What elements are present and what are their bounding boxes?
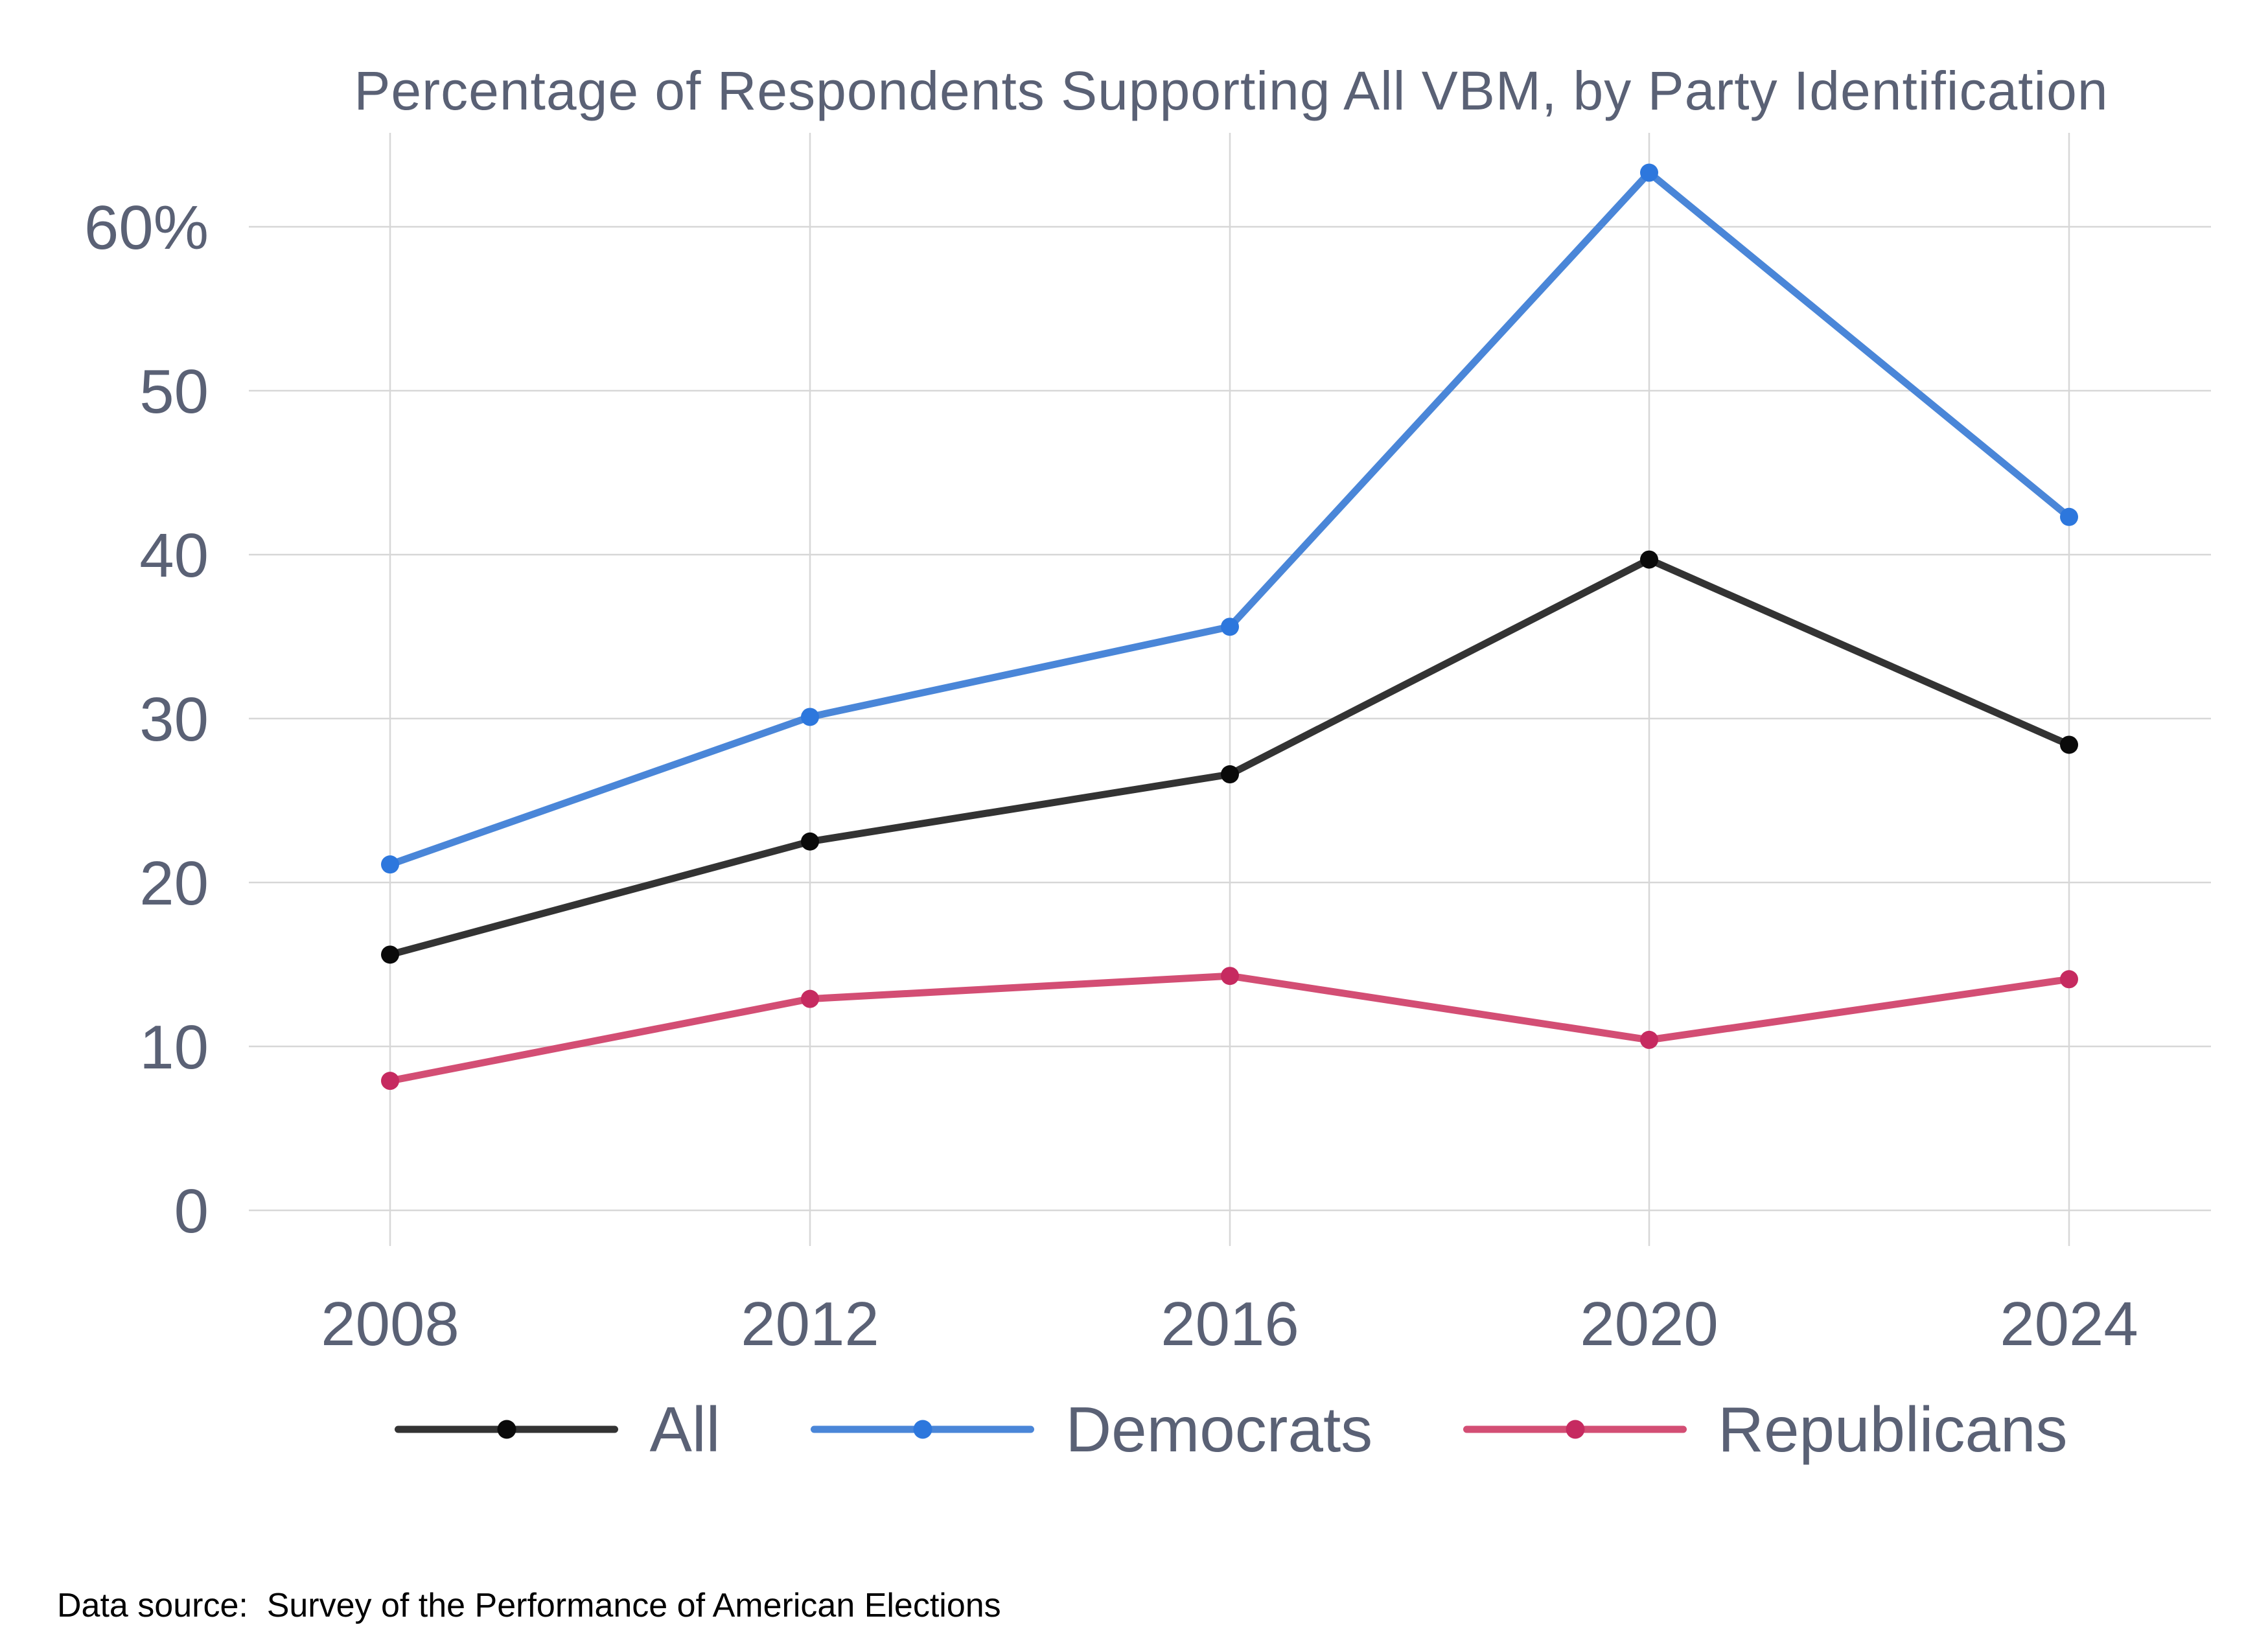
data-point-all-2012 xyxy=(801,832,819,851)
data-point-democrats-2020 xyxy=(1640,163,1658,182)
legend: All Democrats Republicans xyxy=(194,1390,2268,1468)
legend-label-all: All xyxy=(649,1394,721,1465)
data-point-democrats-2024 xyxy=(2060,507,2078,526)
legend-item-republicans: Republicans xyxy=(1463,1394,2068,1465)
data-point-republicans-2020 xyxy=(1640,1030,1658,1049)
x-axis-tick-labels: 2008 2012 2016 2020 2024 xyxy=(321,1289,2138,1359)
data-point-democrats-2008 xyxy=(381,855,399,874)
source-notes: Data source: Survey of the Performance o… xyxy=(57,1508,1001,1649)
data-point-democrats-2016 xyxy=(1221,617,1239,636)
chart-title: Percentage of Respondents Supporting All… xyxy=(354,60,2109,121)
data-point-democrats-2012 xyxy=(801,708,819,726)
data-source-note: Data source: Survey of the Performance o… xyxy=(57,1587,1001,1624)
legend-dot-icon xyxy=(913,1420,932,1439)
data-point-all-2024 xyxy=(2060,735,2078,754)
y-tick-60: 60% xyxy=(84,193,209,262)
x-tick-2020: 2020 xyxy=(1580,1289,1718,1359)
y-tick-40: 40 xyxy=(139,521,209,590)
y-axis-tick-labels: 60% 50 40 30 20 10 0 xyxy=(84,193,209,1246)
x-tick-2016: 2016 xyxy=(1161,1289,1299,1359)
legend-label-democrats: Democrats xyxy=(1065,1394,1373,1465)
data-point-all-2016 xyxy=(1221,765,1239,784)
legend-item-all: All xyxy=(395,1398,720,1461)
x-tick-2012: 2012 xyxy=(741,1289,879,1359)
x-tick-2008: 2008 xyxy=(321,1289,459,1359)
legend-dot-icon xyxy=(1566,1420,1585,1439)
x-tick-2024: 2024 xyxy=(2000,1289,2138,1359)
series-layer xyxy=(381,163,2078,1090)
y-tick-20: 20 xyxy=(139,849,209,918)
legend-label-republicans: Republicans xyxy=(1718,1394,2068,1465)
vertical-gridlines xyxy=(389,133,2070,1246)
data-point-republicans-2012 xyxy=(801,989,819,1008)
legend-swatch-all xyxy=(395,1420,619,1439)
legend-swatch-democrats xyxy=(811,1420,1035,1439)
legend-dot-icon xyxy=(497,1420,516,1439)
y-tick-30: 30 xyxy=(139,685,209,754)
data-point-all-2020 xyxy=(1640,550,1658,569)
legend-swatch-republicans xyxy=(1463,1420,1687,1439)
data-point-republicans-2016 xyxy=(1221,967,1239,986)
data-point-republicans-2024 xyxy=(2060,970,2078,989)
y-tick-50: 50 xyxy=(139,357,209,426)
data-point-all-2008 xyxy=(381,945,399,964)
y-tick-10: 10 xyxy=(139,1013,209,1082)
y-tick-0: 0 xyxy=(174,1177,209,1246)
legend-item-democrats: Democrats xyxy=(811,1398,1372,1461)
data-point-republicans-2008 xyxy=(381,1072,399,1090)
